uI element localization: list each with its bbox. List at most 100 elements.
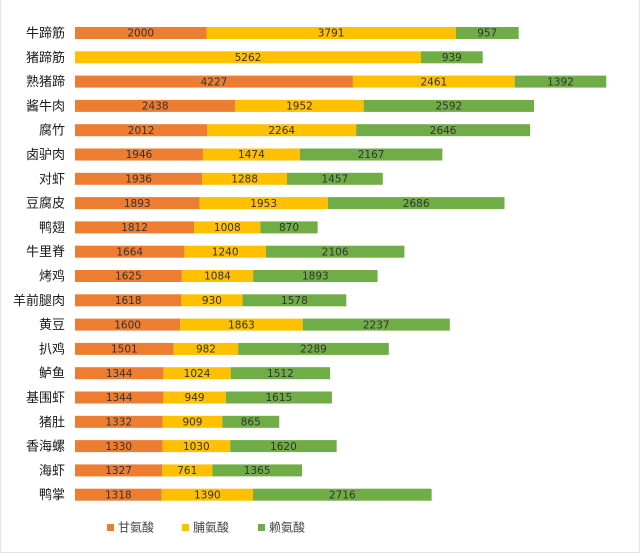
data-label: 2686 <box>403 198 430 210</box>
bar-segment <box>206 27 456 39</box>
data-label: 1288 <box>231 174 258 186</box>
data-label: 1501 <box>111 344 138 356</box>
bar-segment <box>75 51 421 64</box>
bar-segment <box>299 148 443 161</box>
legend-swatch <box>107 524 114 531</box>
bar-segment <box>75 464 163 477</box>
category-label: 熟猪蹄 <box>26 74 65 90</box>
bar-segment <box>194 221 261 234</box>
bar-segment <box>202 172 287 185</box>
category-labels-layer: 牛蹄筋猪蹄筋熟猪蹄酱牛肉腐竹卤驴肉对虾豆腐皮鸭翅牛里脊烤鸡羊前腿肉黄豆扒鸡鲈鱼基… <box>13 26 65 504</box>
data-label: 957 <box>477 28 497 40</box>
data-label: 930 <box>202 295 222 307</box>
category-label: 卤驴肉 <box>26 147 65 163</box>
category-label: 鸭翅 <box>39 220 65 236</box>
data-label: 2289 <box>300 344 327 356</box>
data-label: 1332 <box>105 417 132 429</box>
data-label: 761 <box>177 465 197 477</box>
data-label: 2461 <box>420 76 447 88</box>
data-label: 1946 <box>126 149 153 161</box>
legend-swatch <box>258 524 265 531</box>
bar-segment <box>238 342 389 355</box>
legend-item: 赖氨酸 <box>258 520 305 535</box>
bar-segment <box>230 440 337 453</box>
bar-segment <box>75 391 164 404</box>
bar-segment <box>162 440 231 453</box>
bar-segment <box>212 464 303 477</box>
data-label: 1008 <box>214 222 241 234</box>
data-label: 1084 <box>204 271 231 283</box>
bar-segment <box>327 197 505 210</box>
data-label: 5262 <box>235 52 262 64</box>
data-label: 2646 <box>430 125 457 137</box>
data-label: 1578 <box>281 295 308 307</box>
data-label: 1952 <box>286 101 313 113</box>
bar-segment <box>162 415 223 428</box>
data-label: 4227 <box>201 76 228 88</box>
bar-segment <box>163 367 231 380</box>
data-label: 1392 <box>547 76 574 88</box>
bar-segment <box>173 342 239 355</box>
bar-segment <box>230 367 331 380</box>
bar-segment <box>75 270 182 282</box>
bar-segment <box>420 51 483 64</box>
bar-segment <box>235 99 364 112</box>
category-label: 基围虾 <box>26 391 65 406</box>
bar-segment <box>253 270 378 282</box>
category-label: 腐竹 <box>39 124 65 139</box>
category-label: 黄豆 <box>39 318 65 333</box>
data-label: 1344 <box>106 392 133 404</box>
bar-segment <box>75 318 181 331</box>
bar-segment <box>286 172 383 185</box>
data-label: 909 <box>182 417 202 429</box>
bar-segment <box>75 27 207 39</box>
legend-item: 脯氨酸 <box>182 520 229 535</box>
bar-segment <box>75 488 162 501</box>
legend: 甘氨酸 脯氨酸 赖氨酸 <box>107 520 305 535</box>
category-label: 猪肚 <box>39 415 65 430</box>
data-label: 2264 <box>268 125 295 137</box>
data-label: 2716 <box>329 489 356 501</box>
data-label: 2237 <box>363 319 390 331</box>
bar-segment <box>455 27 519 39</box>
data-label: 1327 <box>105 465 132 477</box>
data-label: 939 <box>442 52 462 64</box>
category-label: 猪蹄筋 <box>26 50 65 66</box>
bar-segment <box>75 367 164 380</box>
data-label: 2012 <box>128 125 155 137</box>
bar-segment <box>242 294 347 307</box>
category-label: 鲈鱼 <box>39 366 65 382</box>
data-label: 2167 <box>358 149 385 161</box>
data-label: 1457 <box>322 174 349 186</box>
data-label: 865 <box>241 417 261 429</box>
bar-segment <box>184 245 266 258</box>
bar-segment <box>75 197 200 210</box>
bar-segment <box>181 294 243 307</box>
data-label: 1030 <box>183 441 210 453</box>
category-label: 烤鸡 <box>39 269 65 285</box>
category-label: 香海螺 <box>26 440 65 455</box>
data-label: 1474 <box>238 149 265 161</box>
bar-segment <box>75 148 203 161</box>
data-label: 1318 <box>105 489 132 501</box>
bar-segment <box>253 488 432 501</box>
data-label: 870 <box>279 222 299 234</box>
value-labels-layer: 2000 3791 957 5262 939 4227 2461 1392 2438 1952 25… <box>105 28 574 502</box>
category-label: 牛蹄筋 <box>26 26 65 42</box>
bar-segment <box>181 270 254 282</box>
data-label: 1620 <box>270 441 297 453</box>
category-label: 海虾 <box>39 464 65 479</box>
category-label: 豆腐皮 <box>26 197 65 212</box>
category-label: 扒鸡 <box>39 341 65 357</box>
category-label: 对虾 <box>39 172 65 187</box>
data-label: 1024 <box>184 368 211 380</box>
legend-item: 甘氨酸 <box>107 520 154 535</box>
bar-segment <box>207 124 357 137</box>
bar-segment <box>352 75 515 88</box>
data-label: 949 <box>185 392 205 404</box>
category-label: 鸭掌 <box>39 488 65 503</box>
data-label: 1365 <box>244 465 271 477</box>
bar-segment <box>75 294 182 307</box>
bar-segment <box>265 245 405 258</box>
